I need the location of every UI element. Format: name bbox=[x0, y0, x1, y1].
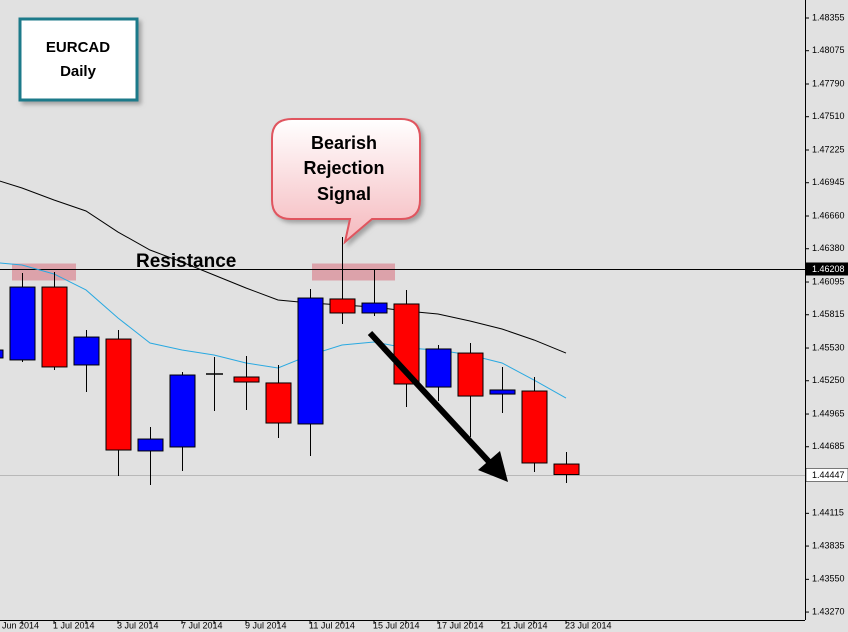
resistance-zone bbox=[312, 263, 395, 281]
x-tick-label: 17 Jul 2014 bbox=[437, 620, 484, 630]
y-tick-label: 1.44685 bbox=[812, 441, 845, 451]
resistance-tag-label: 1.46208 bbox=[812, 264, 845, 274]
arrow-head bbox=[478, 451, 508, 482]
resistance-zone bbox=[12, 263, 76, 281]
y-tick-label: 1.47225 bbox=[812, 144, 845, 154]
y-tick-label: 1.46095 bbox=[812, 276, 845, 286]
callout-bubble bbox=[271, 118, 421, 245]
candle-body bbox=[329, 298, 356, 314]
axes: 1.48355 1.48075 1.47790 1.47510 1.47225 1.469… bbox=[2, 12, 848, 630]
callout-text: Signal bbox=[317, 184, 371, 204]
candle-body bbox=[169, 374, 196, 448]
y-tick-label: 1.43835 bbox=[812, 540, 845, 550]
x-tick-label: 23 Jul 2014 bbox=[565, 620, 612, 630]
y-tick-label: 1.48075 bbox=[812, 45, 845, 55]
callout-text: Rejection bbox=[303, 158, 384, 178]
x-tick-label: Jun 2014 bbox=[2, 620, 39, 630]
callout: Bearish Rejection Signal bbox=[271, 118, 421, 245]
candle-body bbox=[361, 302, 388, 314]
y-tick-label: 1.45530 bbox=[812, 342, 845, 352]
plot-area bbox=[0, 180, 805, 485]
title: EURCAD bbox=[46, 39, 110, 56]
resistance-tag bbox=[806, 262, 848, 276]
y-tick-label: 1.44965 bbox=[812, 408, 845, 418]
candle-body bbox=[265, 382, 292, 424]
subtitle: Daily bbox=[60, 63, 97, 80]
trend-arrow bbox=[367, 330, 508, 482]
y-tick-label: 1.47510 bbox=[812, 111, 845, 121]
x-tick-label: 11 Jul 2014 bbox=[309, 620, 355, 630]
x-tick-label: 21 Jul 2014 bbox=[501, 620, 548, 630]
candle-body bbox=[9, 286, 36, 361]
candle-body bbox=[105, 338, 132, 451]
y-tick-label: 1.46945 bbox=[812, 177, 845, 187]
candle-body bbox=[425, 348, 452, 388]
candle-body bbox=[457, 352, 484, 397]
y-tick-label: 1.47790 bbox=[812, 78, 845, 88]
x-tick-label: 15 Jul 2014 bbox=[373, 620, 420, 630]
y-tick-label: 1.44115 bbox=[812, 508, 844, 518]
candle-body bbox=[0, 349, 4, 359]
y-tick-label: 1.46380 bbox=[812, 243, 845, 253]
callout-text: Bearish bbox=[311, 133, 377, 153]
resistance-label: Resistance bbox=[136, 251, 236, 272]
candle-body bbox=[233, 376, 260, 383]
y-tick-label: 1.46660 bbox=[812, 210, 845, 220]
last-price-tag bbox=[805, 468, 848, 482]
y-tick-label: 1.48355 bbox=[812, 12, 845, 22]
arrow-shaft bbox=[367, 330, 495, 468]
title-box: EURCAD Daily bbox=[18, 17, 139, 102]
x-tick-label: 1 Jul 2014 bbox=[53, 620, 95, 630]
candle-body bbox=[73, 336, 100, 366]
last-price-tag-label: 1.44447 bbox=[812, 470, 845, 480]
candle-body bbox=[137, 438, 164, 452]
candle-body bbox=[553, 463, 580, 476]
title-frame bbox=[18, 17, 139, 102]
y-tick-label: 1.45250 bbox=[812, 375, 845, 385]
candle-body bbox=[521, 390, 548, 464]
candle-body bbox=[489, 389, 516, 395]
x-tick-label: 7 Jul 2014 bbox=[181, 620, 223, 630]
candle-body bbox=[297, 297, 324, 425]
candle-body bbox=[41, 286, 68, 368]
y-tick-label: 1.43550 bbox=[812, 574, 845, 584]
y-tick-label: 1.45815 bbox=[812, 309, 845, 319]
y-tick-label: 1.43270 bbox=[812, 606, 845, 616]
x-tick-label: 9 Jul 2014 bbox=[245, 620, 287, 630]
moving-average bbox=[0, 180, 567, 354]
x-tick-label: 3 Jul 2014 bbox=[117, 620, 159, 630]
